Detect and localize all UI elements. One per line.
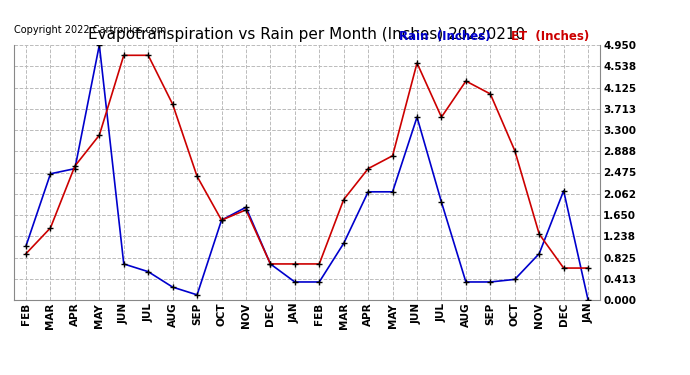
Title: Evapotranspiration vs Rain per Month (Inches) 20220210: Evapotranspiration vs Rain per Month (In… <box>88 27 526 42</box>
Legend: Rain  (Inches), ET  (Inches): Rain (Inches), ET (Inches) <box>376 26 594 48</box>
Text: Copyright 2022 Cartronics.com: Copyright 2022 Cartronics.com <box>14 25 166 35</box>
